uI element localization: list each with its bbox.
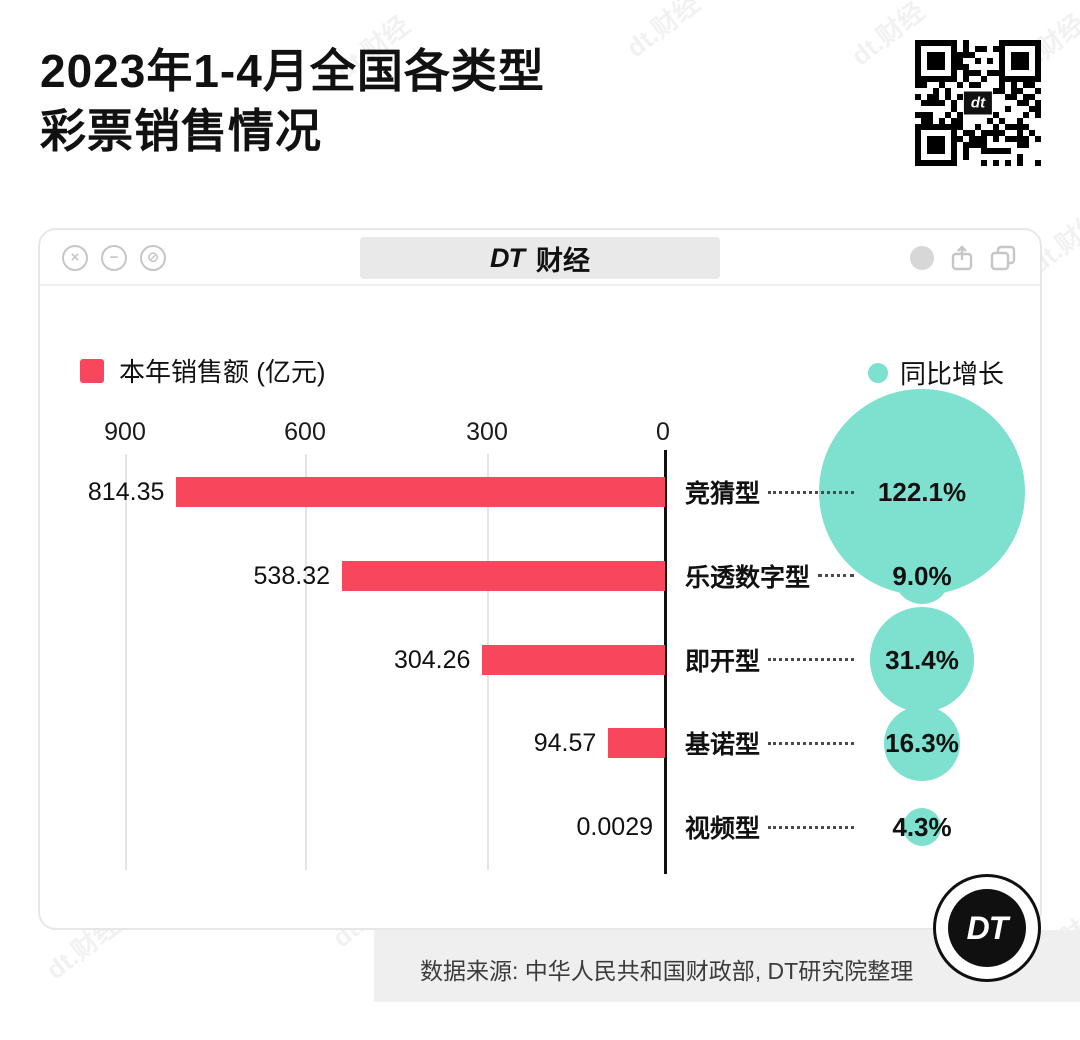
- sales-value-label: 814.35: [87, 478, 165, 506]
- minimize-icon: −: [101, 245, 127, 271]
- gridline-600: [305, 454, 307, 870]
- growth-bubble: [902, 807, 942, 847]
- leader-dots: [768, 658, 854, 661]
- window-titlebar: × − ⊘ DT 财经: [40, 230, 1040, 286]
- category-label: 即开型: [685, 647, 761, 676]
- dt-brand-logo: DT: [933, 874, 1041, 982]
- sales-value-label: 538.32: [253, 561, 330, 590]
- page-title-line1: 2023年1-4月全国各类型: [40, 45, 545, 97]
- x-tick-0: 0: [656, 418, 670, 446]
- chart-area: 本年销售额 (亿元) 同比增长 900 600 300 0 814.35 竞猜型 1…: [40, 286, 1040, 928]
- zero-axis-line: [664, 450, 667, 874]
- leader-dots: [768, 825, 854, 829]
- growth-label: 16.3%: [885, 728, 959, 759]
- sales-value-label: 304.26: [393, 645, 471, 674]
- sales-legend-swatch: [80, 358, 104, 383]
- leader-dots: [818, 574, 854, 578]
- growth-bubble: [869, 607, 975, 712]
- growth-label: 122.1%: [877, 477, 967, 507]
- growth-bubble: [894, 547, 950, 604]
- titlebar-address-pill: DT 财经: [360, 237, 720, 279]
- qr-code: dt: [915, 40, 1041, 166]
- sales-value-label: 0.0029: [576, 813, 653, 841]
- window-controls-right: [910, 245, 1016, 271]
- category-row: 即开型: [685, 644, 862, 676]
- growth-label: 31.4%: [885, 644, 959, 675]
- restore-windows-icon: [990, 245, 1016, 271]
- sales-value-label: 94.57: [533, 729, 597, 758]
- x-tick-300: 300: [466, 418, 508, 446]
- sales-bar: [608, 728, 665, 759]
- category-label: 基诺型: [685, 731, 761, 760]
- qr-center-logo: dt: [963, 91, 993, 115]
- category-label: 视频型: [685, 815, 761, 843]
- data-source-text: 数据来源: 中华人民共和国财政部, DT研究院整理: [420, 958, 914, 984]
- growth-bubble: [884, 705, 960, 781]
- chart-window: × − ⊘ DT 财经 本年销售额 (亿元) 同比增长: [38, 228, 1042, 930]
- x-tick-900: 900: [104, 418, 146, 446]
- category-row: 竞猜型: [685, 476, 862, 508]
- leader-dots: [768, 741, 854, 745]
- sales-legend-label: 本年销售额 (亿元): [119, 357, 326, 387]
- sales-bar: [342, 560, 665, 591]
- block-icon: ⊘: [140, 245, 166, 271]
- sales-bar: [176, 477, 665, 507]
- category-row: 基诺型: [685, 727, 862, 759]
- dt-brand-logo-text: DT: [948, 889, 1026, 967]
- category-label: 乐透数字型: [685, 563, 811, 592]
- page-title-line2: 彩票销售情况: [40, 104, 322, 157]
- titlebar-label: 财经: [536, 245, 590, 276]
- gridline-900: [125, 454, 127, 870]
- dt-logo-text: DT: [490, 242, 525, 273]
- growth-label: 9.0%: [892, 560, 952, 591]
- sales-bar: [482, 644, 665, 675]
- growth-legend-label: 同比增长: [900, 359, 1005, 389]
- category-row: 乐透数字型: [685, 560, 862, 592]
- growth-label: 4.3%: [892, 812, 952, 842]
- legend-sales: 本年销售额 (亿元): [80, 352, 326, 389]
- category-row: 视频型: [685, 811, 862, 843]
- close-icon: ×: [62, 245, 88, 271]
- profile-dot-icon: [910, 246, 934, 270]
- share-icon: [951, 245, 973, 271]
- leader-dots: [768, 490, 854, 494]
- growth-legend-dot: [868, 362, 888, 383]
- category-label: 竞猜型: [685, 480, 761, 508]
- chart-rows: 814.35 竞猜型 122.1% 538.32 乐透数字型 9.0% 304.26 即开型 3…: [40, 286, 1040, 928]
- page-title: 2023年1-4月全国各类型 彩票销售情况: [40, 42, 545, 162]
- window-controls-left: × − ⊘: [62, 245, 166, 271]
- legend-growth: 同比增长: [868, 354, 1004, 391]
- x-tick-600: 600: [284, 418, 326, 446]
- watermark: dt.财经: [620, 0, 706, 64]
